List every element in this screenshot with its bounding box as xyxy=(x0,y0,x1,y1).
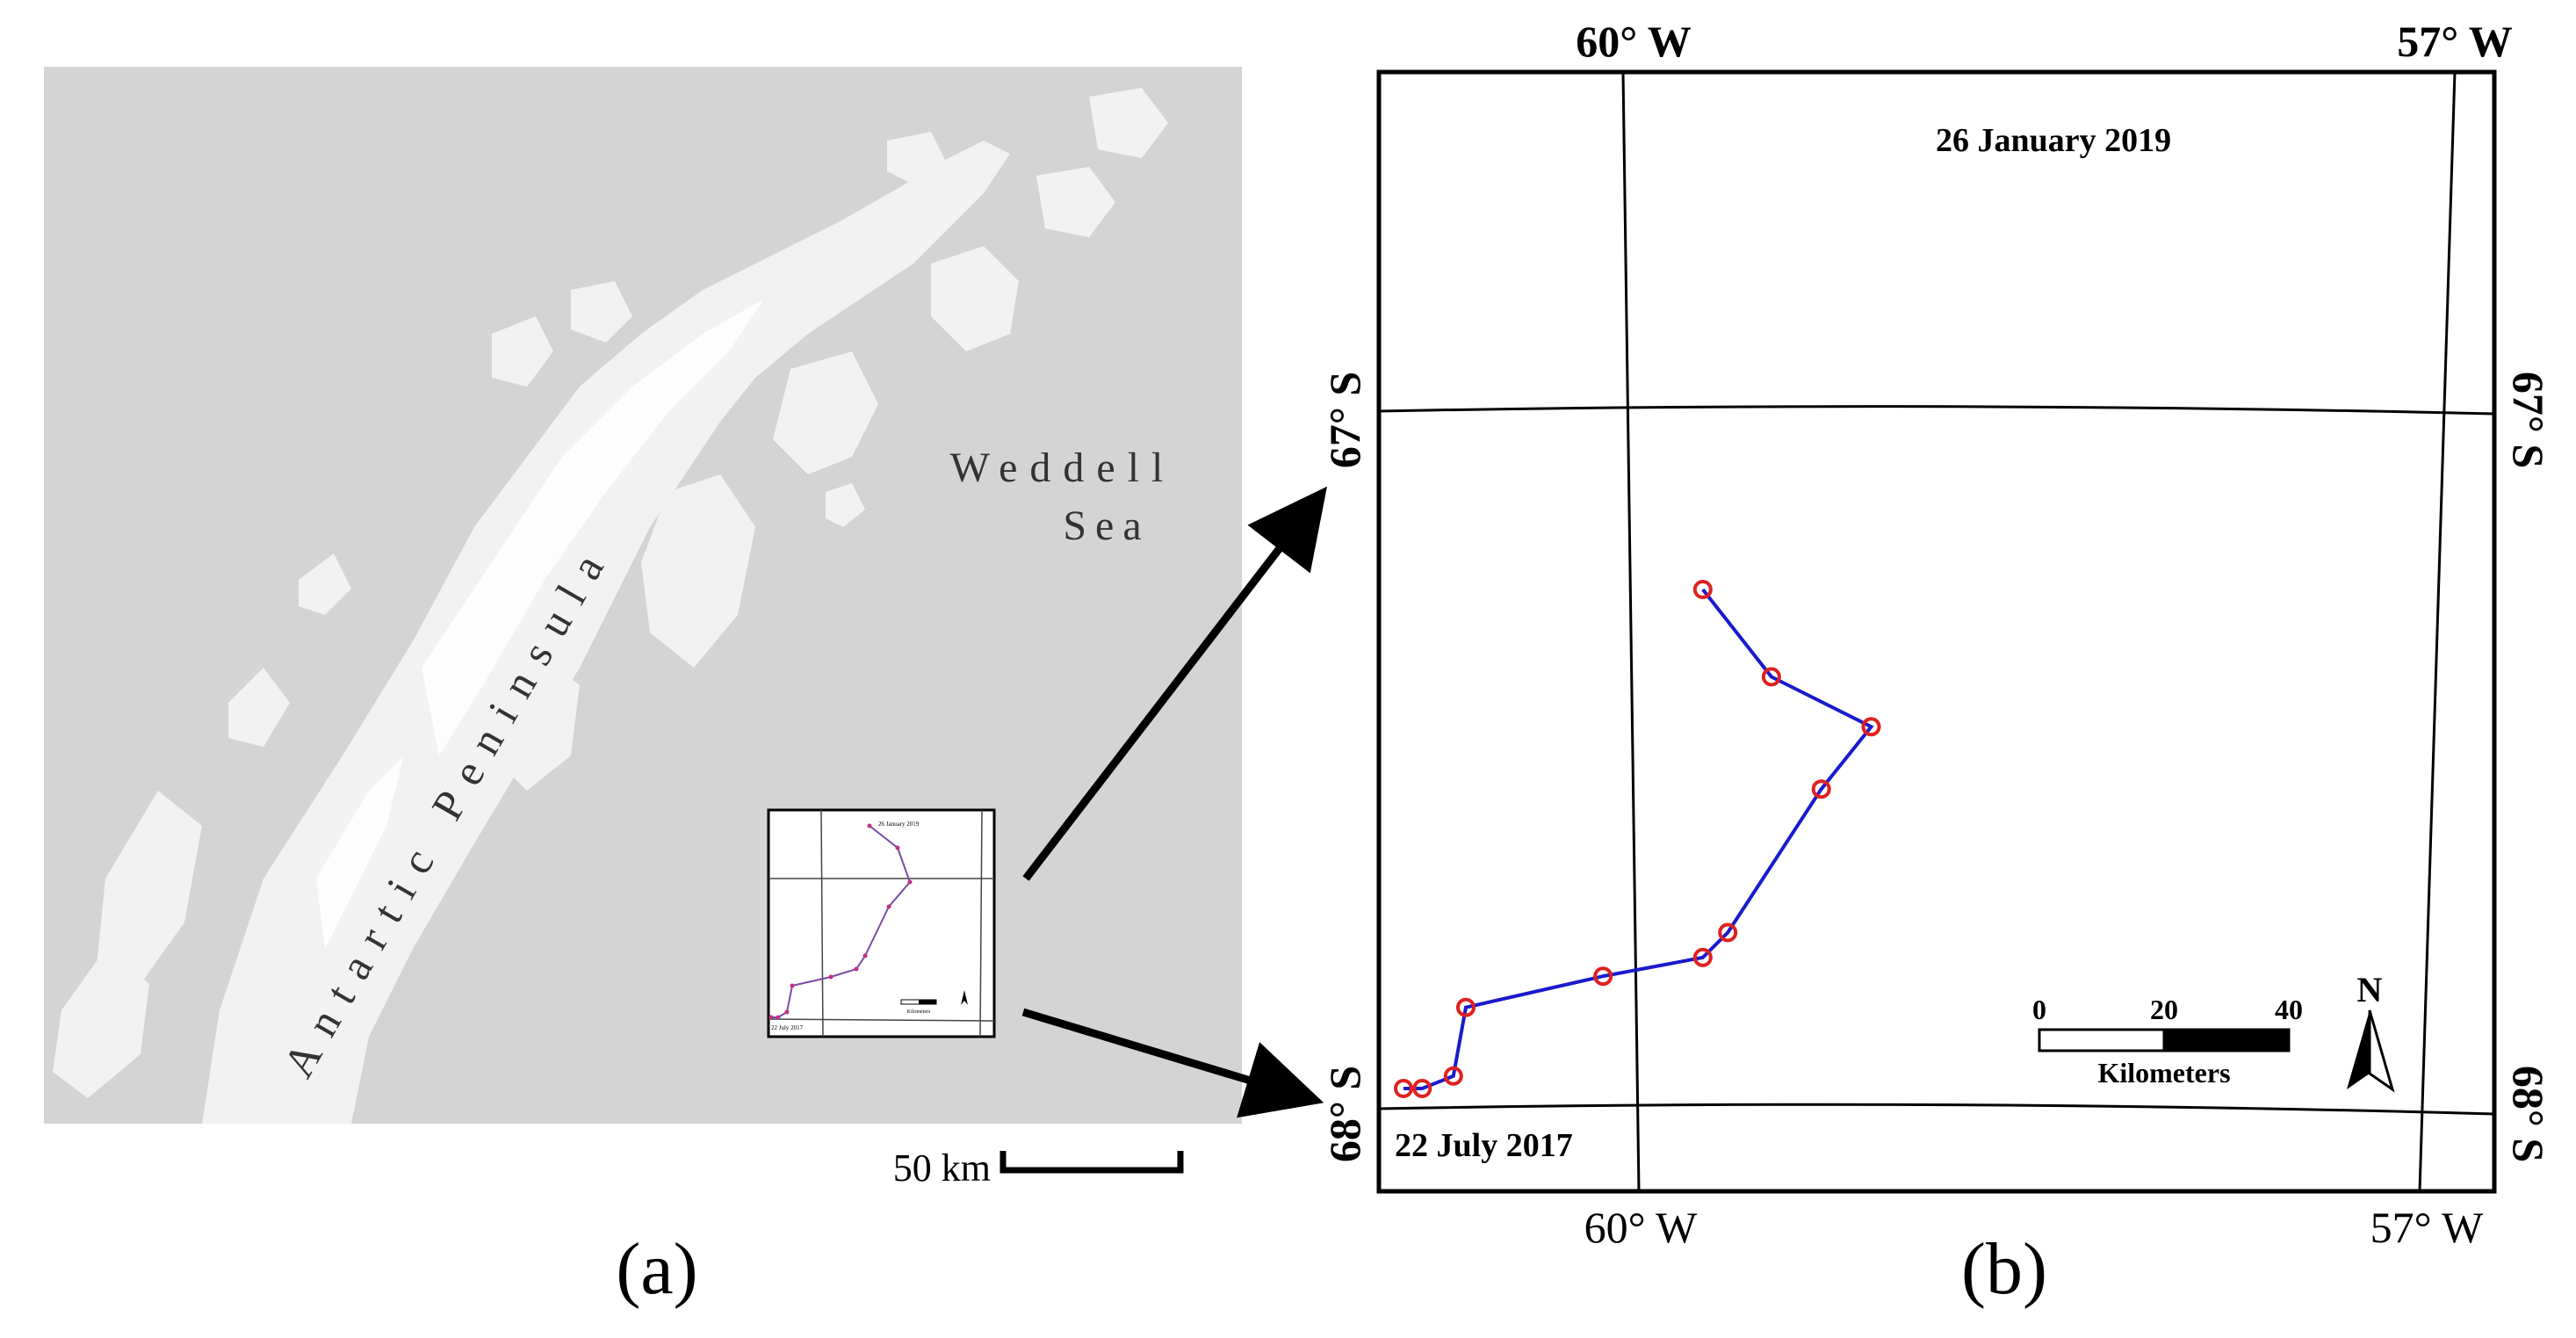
track-point-5 xyxy=(1593,966,1613,987)
scale-bar-label: 50 km xyxy=(893,1146,991,1190)
parallel-68s xyxy=(1378,1103,2495,1116)
drift-track xyxy=(1394,580,1881,1098)
scale-bar-b: 0 20 40 Kilometers xyxy=(2032,994,2303,1088)
lat-label-left-67s: 67° S xyxy=(1320,372,1369,468)
lat-label-left-68s: 68° S xyxy=(1320,1066,1369,1162)
map-frame xyxy=(1376,69,2497,1194)
track-point-4 xyxy=(1456,997,1476,1017)
scale-tick-0: 0 xyxy=(2032,994,2046,1025)
north-arrow-label: N xyxy=(2357,970,2383,1009)
track-point-3 xyxy=(1443,1066,1463,1086)
lon-label-bottom-57w: 57° W xyxy=(2370,1203,2485,1252)
arrow-upper xyxy=(1022,486,1327,881)
north-arrow-icon: N xyxy=(2347,970,2395,1093)
landmass xyxy=(53,88,1168,1124)
track-point-11 xyxy=(1692,580,1713,599)
arrow-lower xyxy=(1021,1008,1324,1118)
track-point-7 xyxy=(1718,922,1738,943)
scale-tick-20: 20 xyxy=(2150,994,2178,1025)
scale-bar-segment-black xyxy=(2162,1028,2291,1052)
sea-label-line2: Sea xyxy=(1063,503,1150,549)
lat-label-right-67s: 67° S xyxy=(2504,372,2553,468)
inset-end-label: 26 January 2019 xyxy=(878,821,920,828)
parallel-67s xyxy=(1378,405,2495,416)
lon-label-top-57w: 57° W xyxy=(2397,17,2513,66)
track-line xyxy=(1403,588,1874,1090)
caption-b: (b) xyxy=(1961,1228,2047,1310)
track-point-6 xyxy=(1692,947,1713,967)
scale-bar-segment-white xyxy=(2038,1028,2166,1052)
start-date-label: 22 July 2017 xyxy=(1395,1127,1573,1164)
inset-start-label: 22 July 2017 xyxy=(771,1024,804,1031)
track-point-9 xyxy=(1861,717,1881,737)
lon-label-bottom-60w: 60° W xyxy=(1584,1203,1699,1252)
track-point-10 xyxy=(1761,667,1781,687)
meridian-60w xyxy=(1621,71,1641,1192)
track-point-2 xyxy=(1412,1079,1432,1098)
panel-b: 60° W 57° W 60° W 57° W 67° S 68° S 67° … xyxy=(1320,17,2553,1310)
inset-scale-unit: Kilometers xyxy=(907,1009,931,1015)
sea-label-line1: Weddell xyxy=(950,445,1176,491)
track-point-1 xyxy=(1394,1079,1413,1098)
end-date-label: 26 January 2019 xyxy=(1936,122,2171,159)
scale-tick-40: 40 xyxy=(2275,994,2303,1025)
inset-map: 26 January 2019 22 July 2017 Kilometers xyxy=(767,808,996,1038)
landmass-highlights xyxy=(316,299,764,949)
lon-label-top-60w: 60° W xyxy=(1576,17,1692,66)
panel-a: Antartic Peninsula Weddell Sea 26 Januar… xyxy=(44,67,1327,1310)
scale-unit-label: Kilometers xyxy=(2097,1057,2230,1088)
track-point-8 xyxy=(1811,779,1831,799)
caption-a: (a) xyxy=(616,1228,697,1310)
scale-bar xyxy=(999,1151,1184,1174)
meridian-57w xyxy=(2418,71,2457,1192)
lat-label-right-68s: 68° S xyxy=(2504,1066,2553,1162)
